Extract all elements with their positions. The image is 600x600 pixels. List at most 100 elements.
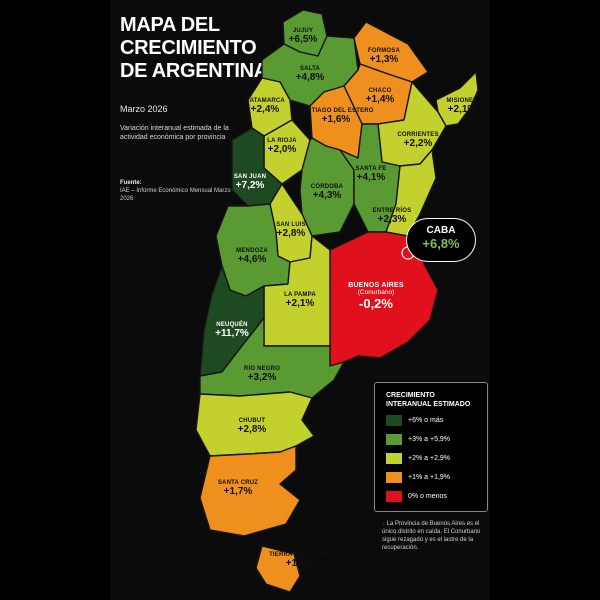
legend-swatch bbox=[386, 433, 402, 445]
province-name: LA RIOJA bbox=[267, 138, 297, 144]
legend-item: +6% o más bbox=[386, 413, 443, 427]
province-name: CÓRDOBA bbox=[310, 184, 344, 190]
province-value: +4,6% bbox=[237, 254, 267, 265]
province-value: +4,3% bbox=[312, 190, 342, 201]
province-label-chubut: CHUBUT +2,8% bbox=[238, 418, 267, 435]
province-label-corrientes: CORRIENTES +2,2% bbox=[397, 132, 438, 149]
province-label-neuquen: NEUQUÉN +11,7% bbox=[215, 322, 249, 339]
footnote-text: La Provincia de Buenos Aires es el único… bbox=[382, 521, 481, 551]
province-value: +1,6% bbox=[285, 558, 315, 569]
legend-label: +3% a +5,9% bbox=[408, 435, 451, 443]
map-date: Marzo 2026 bbox=[120, 104, 168, 114]
province-label-santafe: SANTA FE +4,1% bbox=[356, 166, 387, 183]
province-value: +2,8% bbox=[276, 228, 306, 239]
province-name: CATAMARCA bbox=[245, 98, 285, 104]
legend: CRECIMIENTO INTERANUAL ESTIMADO +6% o má… bbox=[374, 382, 488, 512]
caba-value: +6,8% bbox=[422, 236, 460, 251]
province-value: +2,1% bbox=[447, 104, 477, 115]
province-value: +1,7% bbox=[223, 486, 253, 497]
province-name: SAN JUAN bbox=[233, 174, 267, 180]
province-name: CORRIENTES bbox=[397, 132, 439, 138]
province-label-buenosaires: BUENOS AIRES (Conurbano) -0,2% bbox=[348, 282, 403, 311]
province-label-catamarca: CATAMARCA +2,4% bbox=[245, 98, 285, 115]
legend-item: +2% a +2,9% bbox=[386, 451, 450, 465]
province-label-larioja: LA RIOJA +2,0% bbox=[267, 138, 296, 155]
caba-callout: CABA +6,8% bbox=[406, 218, 476, 262]
legend-label: 0% o menos bbox=[408, 492, 447, 500]
legend-label: +1% a +1,9% bbox=[408, 473, 451, 481]
province-name: CHUBUT bbox=[238, 418, 266, 424]
province-value: +2,8% bbox=[237, 424, 267, 435]
legend-title: CRECIMIENTO INTERANUAL ESTIMADO bbox=[386, 392, 471, 408]
province-value: +1,4% bbox=[365, 94, 395, 105]
caba-name: CABA bbox=[426, 225, 456, 236]
province-name: SALTA bbox=[299, 66, 321, 72]
province-value: +2,2% bbox=[403, 138, 433, 149]
source-heading: Fuente: bbox=[120, 180, 142, 186]
province-label-sanjuan: SAN JUAN +7,2% bbox=[234, 174, 266, 191]
province-name: CHACO bbox=[368, 88, 392, 94]
province-name: JUJUY bbox=[292, 28, 314, 34]
province-label-formosa: FORMOSA +1,3% bbox=[368, 48, 400, 65]
province-label-lapampa: LA PAMPA +2,1% bbox=[284, 292, 316, 309]
province-name: TIERRA DEL FUEGO bbox=[269, 552, 331, 558]
legend-swatch bbox=[386, 414, 402, 426]
province-name: SAN LUIS bbox=[276, 222, 306, 228]
province-name: MISIONES bbox=[446, 98, 478, 104]
province-name: NEUQUÉN bbox=[216, 322, 248, 328]
province-value: +1,3% bbox=[369, 54, 399, 65]
province-value: +2,4% bbox=[250, 104, 280, 115]
province-label-cordoba: CÓRDOBA +4,3% bbox=[311, 184, 343, 201]
province-label-chaco: CHACO +1,4% bbox=[366, 88, 395, 105]
province-value: +2,0% bbox=[267, 144, 297, 155]
legend-item: +3% a +5,9% bbox=[386, 432, 450, 446]
province-label-santacruz: SANTA CRUZ +1,7% bbox=[218, 480, 258, 497]
province-value: +4,1% bbox=[356, 172, 386, 183]
province-value: +3,2% bbox=[247, 372, 277, 383]
province-value: +11,7% bbox=[215, 328, 249, 339]
legend-swatch bbox=[386, 452, 402, 464]
legend-item: +1% a +1,9% bbox=[386, 470, 450, 484]
footnote: ↓ La Provincia de Buenos Aires es el úni… bbox=[382, 520, 494, 552]
province-name: SANTIAGO DEL ESTERO bbox=[298, 108, 374, 114]
legend-swatch bbox=[386, 490, 402, 502]
province-buenosaires bbox=[329, 231, 439, 367]
province-label-sanluis: SAN LUIS +2,8% bbox=[276, 222, 306, 239]
legend-label: +2% a +2,9% bbox=[408, 454, 451, 462]
province-label-santiago: SANTIAGO DEL ESTERO +1,6% bbox=[298, 108, 373, 125]
province-label-tierradelfuego: TIERRA DEL FUEGO +1,6% bbox=[269, 552, 331, 569]
province-value: -0,2% bbox=[359, 296, 393, 311]
province-name: RÍO NEGRO bbox=[243, 366, 281, 372]
province-label-rionegro: RÍO NEGRO +3,2% bbox=[244, 366, 280, 383]
map-title: MAPA DEL CRECIMIENTO DE ARGENTINA bbox=[120, 14, 268, 82]
province-label-mendoza: MENDOZA +4,6% bbox=[236, 248, 268, 265]
province-subtitle: (Conurbano) bbox=[357, 289, 395, 296]
province-value: +2,1% bbox=[285, 298, 315, 309]
province-name: FORMOSA bbox=[367, 48, 401, 54]
province-value: +2,3% bbox=[377, 214, 407, 225]
province-name: LA PAMPA bbox=[284, 292, 316, 298]
province-value: +7,2% bbox=[235, 180, 265, 191]
map-description: Variación interanual estimada de la acti… bbox=[120, 125, 229, 141]
legend-item: 0% o menos bbox=[386, 489, 447, 503]
province-tierradelfuego bbox=[255, 545, 301, 593]
province-name: SANTA CRUZ bbox=[217, 480, 259, 486]
province-santacruz bbox=[199, 445, 301, 537]
down-arrow-icon: ↓ bbox=[382, 521, 385, 527]
province-name: MENDOZA bbox=[236, 248, 268, 254]
province-chubut bbox=[195, 391, 315, 457]
source-text: IAE – Informe Económico Mensual Marzo 20… bbox=[120, 188, 231, 202]
legend-swatch bbox=[386, 471, 402, 483]
province-name: BUENOS AIRES bbox=[348, 282, 404, 289]
province-label-jujuy: JUJUY +6,5% bbox=[289, 28, 318, 45]
province-name: ENTRE RÍOS bbox=[372, 208, 412, 214]
province-value: +1,6% bbox=[321, 114, 351, 125]
province-value: +6,5% bbox=[288, 34, 318, 45]
province-label-misiones: MISIONES +2,1% bbox=[447, 98, 478, 115]
province-label-salta: SALTA +4,8% bbox=[296, 66, 325, 83]
province-name: SANTA FE bbox=[355, 166, 387, 172]
province-value: +4,8% bbox=[295, 72, 325, 83]
province-label-entrerios: ENTRE RÍOS +2,3% bbox=[373, 208, 412, 225]
legend-label: +6% o más bbox=[408, 416, 444, 424]
